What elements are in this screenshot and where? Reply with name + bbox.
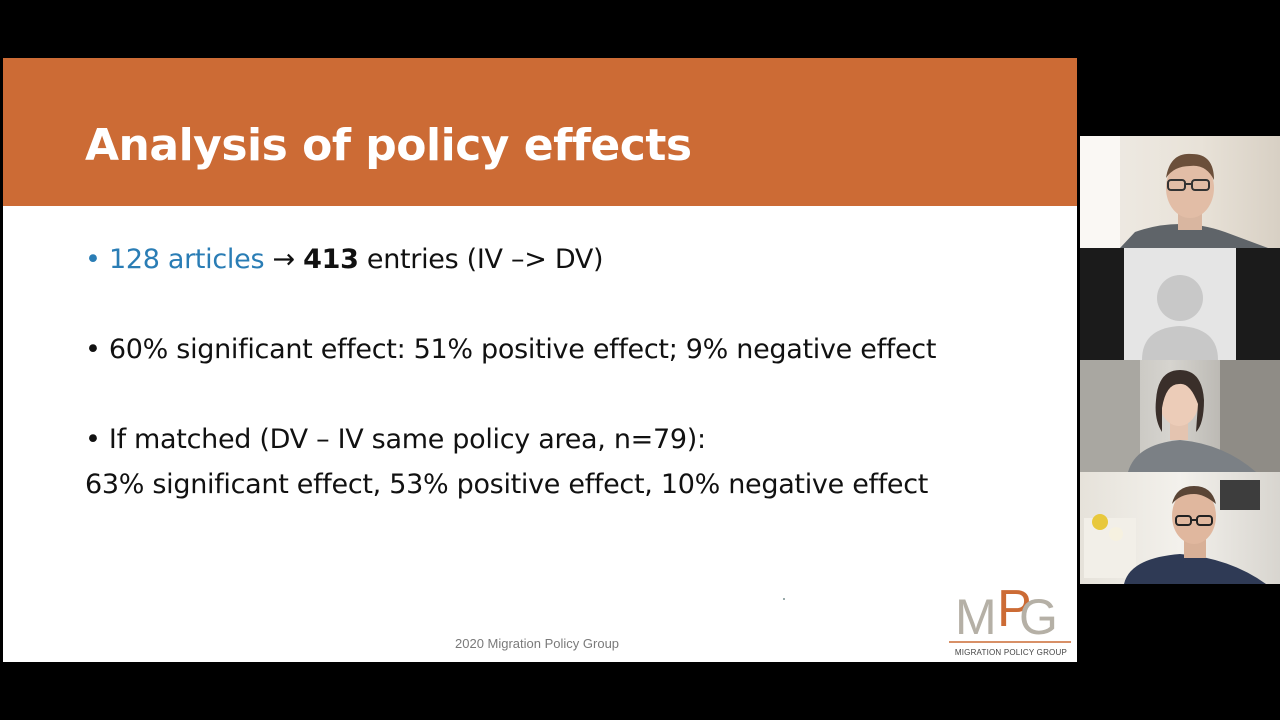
person-video-icon: [1084, 480, 1266, 584]
entries-rest-text: entries (IV –> DV): [358, 244, 604, 275]
default-avatar-icon: [1124, 248, 1236, 360]
entries-count: 413: [303, 244, 359, 275]
bullet-significant-effect: • 60% significant effect: 51% positive e…: [85, 334, 937, 365]
participant-video-1[interactable]: [1080, 136, 1280, 248]
svg-text:P: P: [997, 580, 1032, 638]
svg-text:M: M: [955, 589, 993, 645]
articles-count-text: 128 articles: [108, 244, 265, 275]
arrow-icon: →: [272, 244, 296, 275]
bullet-if-matched: • If matched (DV – IV same policy area, …: [85, 424, 706, 455]
participant-video-4[interactable]: [1080, 472, 1280, 584]
slide-title: Analysis of policy effects: [85, 120, 692, 171]
slide-header-bar: Analysis of policy effects: [3, 58, 1077, 206]
mpg-logo: M P G: [949, 580, 1071, 645]
logo-caption: MIGRATION POLICY GROUP: [954, 648, 1067, 657]
person-video-icon: [1080, 360, 1280, 472]
presentation-slide: Analysis of policy effects • 128 article…: [3, 58, 1077, 662]
participant-video-3[interactable]: [1080, 360, 1280, 472]
participant-video-2[interactable]: [1080, 248, 1280, 360]
person-video-icon: [1080, 136, 1268, 248]
stray-dot: [783, 598, 785, 600]
bullet-if-matched-continuation: 63% significant effect, 53% positive eff…: [85, 469, 929, 500]
bullet-marker: •: [85, 244, 101, 275]
svg-text:G: G: [1019, 589, 1058, 645]
slide-footer: 2020 Migration Policy Group: [455, 636, 620, 651]
bullet-articles: • 128 articles → 413 entries (IV –> DV): [85, 244, 604, 275]
